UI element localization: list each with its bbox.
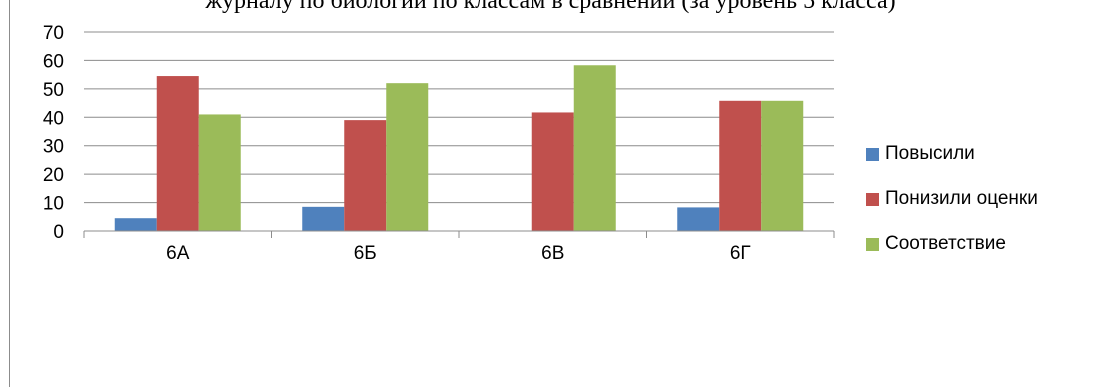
y-tick-label: 0 xyxy=(53,222,64,243)
bar xyxy=(156,76,199,231)
legend-swatch-ponizili xyxy=(866,192,879,206)
legend-swatch-sootvetstvie xyxy=(866,237,879,251)
y-axis-ticks: 0 10 20 30 40 50 60 70 xyxy=(43,23,64,243)
bars xyxy=(114,65,804,232)
legend: Повысили Понизили оценки Соответствие xyxy=(866,142,1038,277)
y-tick-label: 20 xyxy=(43,165,64,186)
x-tick-label: 6А xyxy=(166,243,190,264)
legend-label-sootvetstvie: Соответствие xyxy=(885,233,1006,254)
bar xyxy=(677,207,720,231)
bar xyxy=(531,112,574,231)
y-tick-label: 40 xyxy=(43,108,64,129)
chart-frame xyxy=(9,0,1101,387)
bar xyxy=(114,218,157,231)
chart-title: журналу по биологии по классам в сравнен… xyxy=(205,0,896,14)
x-axis-ticks: 6А 6Б 6В 6Г xyxy=(83,230,835,264)
y-tick-label: 10 xyxy=(43,194,64,215)
legend-item-povysili: Повысили xyxy=(866,142,1038,166)
x-tick-label: 6Б xyxy=(354,243,377,264)
bar xyxy=(761,100,804,231)
bar xyxy=(302,206,345,231)
bar-chart: 0 10 20 30 40 50 60 70 6А 6Б 6В 6Г xyxy=(43,23,835,264)
legend-label-povysili: Повысили xyxy=(885,143,975,164)
x-tick-label: 6В xyxy=(541,243,564,264)
y-tick-label: 50 xyxy=(43,80,64,101)
bar xyxy=(198,114,241,231)
y-tick-label: 60 xyxy=(43,51,64,72)
legend-item-ponizili: Понизили оценки xyxy=(866,187,1038,211)
x-tick-label: 6Г xyxy=(730,243,751,264)
legend-label-ponizili: Понизили оценки xyxy=(885,188,1038,209)
bar xyxy=(719,100,762,231)
y-tick-label: 70 xyxy=(43,23,64,44)
legend-item-sootvetstvie: Соответствие xyxy=(866,232,1038,256)
legend-swatch-povysili xyxy=(866,147,879,161)
bar xyxy=(344,120,387,231)
y-tick-label: 30 xyxy=(43,137,64,158)
bar xyxy=(573,65,616,231)
bar xyxy=(386,83,429,232)
